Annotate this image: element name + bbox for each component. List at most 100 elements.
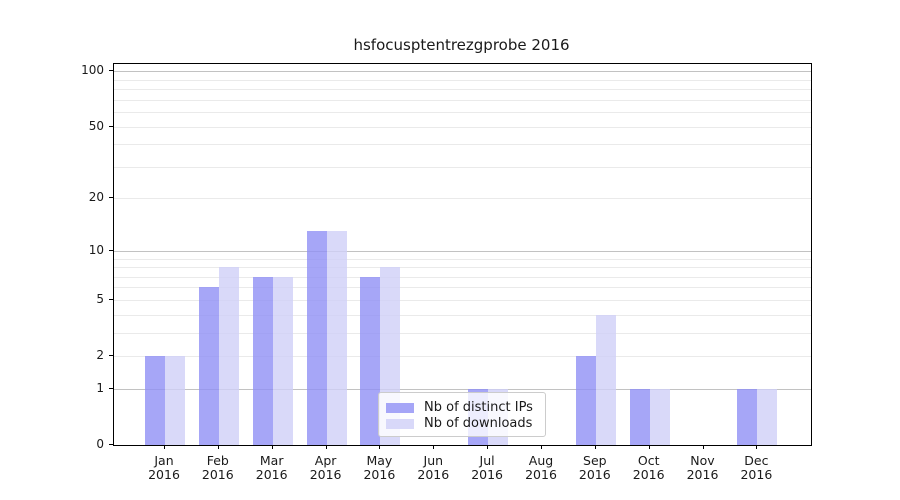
x-tick-month: Jan	[154, 453, 174, 468]
y-tick-label: 2	[96, 348, 104, 362]
x-tick-month: Aug	[528, 453, 554, 468]
x-tick-year: 2016	[255, 467, 288, 482]
x-tick-month: Jun	[423, 453, 444, 468]
x-tick-label-feb: Feb 2016	[188, 454, 248, 482]
minor-gridline	[114, 267, 811, 268]
minor-gridline	[114, 356, 811, 357]
y-tick	[109, 355, 114, 356]
legend-swatch-downloads	[386, 418, 414, 429]
x-tick	[487, 445, 489, 449]
x-tick	[271, 445, 273, 449]
bar-nb-of-distinct-ips-oct	[629, 388, 650, 445]
bar-nb-of-downloads-sep	[595, 314, 616, 445]
x-tick-month: Apr	[314, 453, 337, 468]
y-tick	[109, 125, 114, 127]
chart-title: hsfocusptentrezgprobe 2016	[353, 36, 570, 54]
minor-gridline	[114, 198, 811, 200]
y-tick-label: 0	[96, 437, 104, 451]
x-tick	[217, 445, 219, 449]
minor-gridline	[114, 258, 811, 260]
bar-nb-of-downloads-jan	[165, 356, 185, 445]
bar-nb-of-downloads-dec	[757, 388, 778, 445]
y-tick-label: 20	[88, 190, 104, 205]
x-tick-year: 2016	[525, 467, 557, 482]
y-tick	[109, 197, 114, 199]
major-gridline	[114, 71, 811, 73]
bar-nb-of-downloads-feb	[218, 267, 239, 445]
legend-entry-downloads: Nb of downloads	[386, 416, 545, 431]
legend-swatch-distinct-ips	[386, 402, 414, 413]
x-tick-label-may: May 2016	[349, 454, 409, 482]
x-tick-month: Oct	[637, 453, 660, 468]
x-tick-label-sep: Sep 2016	[565, 454, 625, 482]
major-gridline	[114, 388, 811, 390]
minor-gridline	[114, 112, 811, 113]
bar-nb-of-distinct-ips-may	[360, 276, 381, 445]
x-tick	[648, 445, 650, 449]
x-tick-label-dec: Dec 2016	[726, 454, 786, 482]
x-tick	[541, 445, 542, 449]
x-tick	[702, 445, 704, 449]
minor-gridline	[114, 89, 811, 90]
bar-nb-of-distinct-ips-apr	[306, 231, 327, 445]
x-tick-year: 2016	[578, 467, 611, 482]
x-tick-year: 2016	[148, 467, 180, 482]
minor-gridline	[114, 79, 811, 81]
y-tick	[109, 298, 114, 300]
x-tick	[325, 445, 327, 449]
minor-gridline	[114, 332, 811, 334]
legend-label-distinct-ips: Nb of distinct IPs	[424, 400, 533, 415]
x-tick-year: 2016	[417, 467, 450, 482]
x-tick-label-apr: Apr 2016	[296, 454, 356, 482]
x-tick-label-jul: Jul 2016	[457, 454, 517, 482]
y-tick-label: 100	[81, 63, 104, 78]
x-tick-month: Nov	[690, 453, 715, 468]
bar-nb-of-distinct-ips-jan	[145, 356, 165, 445]
x-tick-year: 2016	[471, 467, 503, 482]
y-tick	[109, 444, 114, 445]
y-tick-label: 50	[88, 118, 104, 133]
x-tick-month: Feb	[206, 453, 229, 468]
y-tick-label: 5	[96, 291, 104, 306]
plot-area	[113, 63, 812, 446]
y-tick	[109, 249, 114, 251]
y-tick-label: 10	[88, 242, 104, 257]
x-tick-label-jun: Jun 2016	[403, 454, 463, 482]
minor-gridline	[114, 276, 811, 278]
x-tick-year: 2016	[686, 467, 719, 482]
bar-nb-of-distinct-ips-dec	[737, 388, 758, 445]
x-tick-year: 2016	[363, 467, 396, 482]
x-tick-month: Mar	[259, 453, 284, 468]
minor-gridline	[114, 144, 811, 146]
legend: Nb of distinct IPs Nb of downloads	[378, 392, 546, 437]
x-tick	[379, 445, 381, 449]
bar-nb-of-distinct-ips-sep	[575, 356, 596, 445]
legend-entry-distinct-ips: Nb of distinct IPs	[386, 400, 545, 415]
bar-nb-of-downloads-oct	[649, 388, 670, 445]
minor-gridline	[114, 314, 811, 316]
x-tick-label-aug: Aug 2016	[511, 454, 571, 482]
x-tick-label-mar: Mar 2016	[242, 454, 302, 482]
x-tick-month: Dec	[744, 453, 769, 468]
minor-gridline	[114, 126, 811, 128]
x-tick-month: Jul	[479, 453, 495, 468]
minor-gridline	[114, 287, 811, 289]
y-tick-label: 1	[96, 380, 104, 395]
x-tick-label-nov: Nov 2016	[673, 454, 733, 482]
x-tick-label-oct: Oct 2016	[619, 454, 679, 482]
x-tick	[433, 445, 435, 449]
x-tick-year: 2016	[740, 467, 773, 482]
x-tick	[756, 445, 758, 449]
minor-gridline	[114, 299, 811, 301]
bar-nb-of-downloads-apr	[326, 231, 347, 445]
major-gridline	[114, 250, 811, 252]
x-tick-year: 2016	[201, 467, 234, 482]
bar-nb-of-distinct-ips-mar	[252, 276, 273, 445]
minor-gridline	[114, 99, 811, 101]
bar-nb-of-distinct-ips-feb	[198, 287, 219, 445]
x-tick-month: May	[366, 453, 393, 468]
legend-label-downloads: Nb of downloads	[424, 416, 533, 431]
x-tick	[594, 445, 596, 449]
y-tick	[109, 387, 114, 389]
